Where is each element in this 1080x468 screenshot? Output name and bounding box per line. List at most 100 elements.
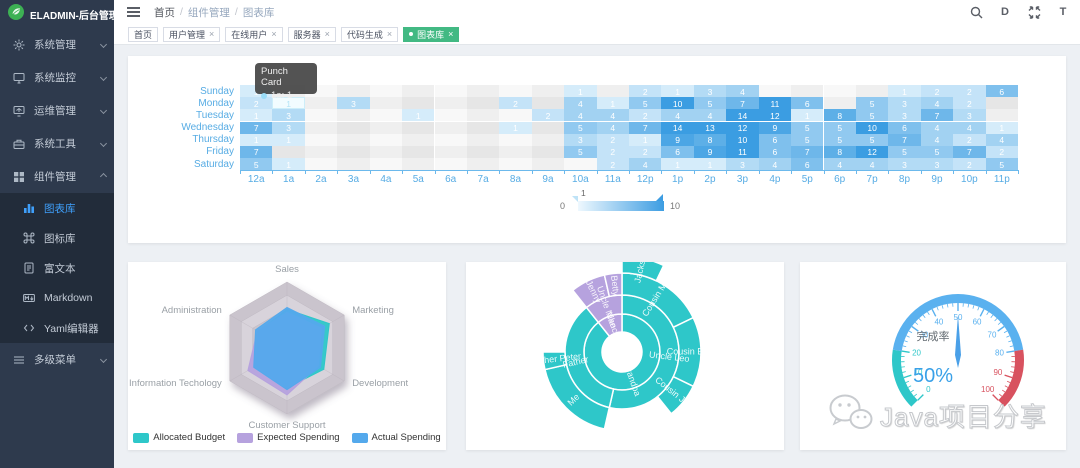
heatmap-cell[interactable] [369, 158, 403, 171]
heatmap-cell[interactable]: 1 [272, 97, 305, 110]
heatmap-cell[interactable] [402, 85, 435, 98]
heatmap-cell[interactable] [531, 133, 565, 146]
sidebar-item-components[interactable]: 组件管理 [0, 160, 114, 193]
heatmap-cell[interactable] [466, 145, 500, 159]
heatmap-cell[interactable]: 6 [985, 85, 1018, 98]
heatmap-cell[interactable] [791, 85, 824, 98]
heatmap-cell[interactable]: 1 [888, 85, 921, 98]
sunburst-segment-cousin-betty[interactable] [603, 272, 623, 298]
heatmap-cell[interactable] [466, 158, 500, 171]
radar-chart[interactable]: Sales Marketing Development Customer Suppor… [128, 262, 446, 432]
legend-item[interactable]: Expected Spending [237, 432, 340, 443]
heatmap-cell[interactable]: 5 [791, 121, 824, 134]
heatmap-cell[interactable]: 4 [953, 121, 986, 134]
heatmap-cell[interactable] [434, 97, 467, 110]
heatmap-cell[interactable]: 5 [855, 133, 889, 146]
heatmap-cell[interactable]: 3 [272, 121, 305, 134]
heatmap-cell[interactable]: 9 [661, 133, 694, 146]
heatmap-cell[interactable]: 5 [823, 133, 856, 146]
heatmap-cell[interactable]: 13 [693, 121, 727, 134]
heatmap-cell[interactable] [304, 133, 338, 146]
heatmap-cell[interactable]: 1 [499, 121, 532, 134]
heatmap-cell[interactable] [758, 85, 792, 98]
heatmap-cell[interactable]: 2 [531, 109, 565, 122]
tab-代码生成[interactable]: 代码生成 × [340, 26, 399, 42]
heatmap-cell[interactable]: 3 [564, 133, 597, 146]
heatmap-cell[interactable]: 7 [726, 97, 759, 110]
heatmap-cell[interactable] [466, 85, 500, 98]
heatmap-cell[interactable]: 6 [661, 145, 694, 159]
heatmap-cell[interactable]: 2 [985, 145, 1018, 159]
heatmap-cell[interactable] [855, 85, 889, 98]
heatmap-cell[interactable]: 2 [596, 158, 629, 171]
heatmap-cell[interactable]: 2 [596, 145, 629, 159]
heatmap-cell[interactable]: 12 [758, 109, 792, 122]
heatmap-cell[interactable] [369, 85, 403, 98]
heatmap-cell[interactable]: 2 [953, 85, 986, 98]
heatmap-cell[interactable]: 4 [726, 85, 759, 98]
heatmap-cell[interactable]: 7 [888, 133, 921, 146]
heatmap-cell[interactable]: 2 [920, 85, 954, 98]
heatmap-cell[interactable] [369, 97, 403, 110]
heatmap-cell[interactable]: 4 [693, 109, 727, 122]
heatmap-cell[interactable] [499, 133, 532, 146]
heatmap-cell[interactable]: 5 [823, 121, 856, 134]
heatmap-cell[interactable] [466, 109, 500, 122]
heatmap-cell[interactable] [823, 85, 856, 98]
heatmap-cell[interactable]: 4 [629, 158, 662, 171]
heatmap-cell[interactable] [434, 158, 467, 171]
heatmap-cell[interactable] [466, 121, 500, 134]
heatmap-cell[interactable] [564, 158, 597, 171]
heatmap-cell[interactable]: 3 [337, 97, 370, 110]
heatmap-cell[interactable]: 1 [596, 97, 629, 110]
heatmap-cell[interactable] [304, 97, 338, 110]
breadcrumb-item[interactable]: 组件管理 [187, 6, 230, 19]
tab-图表库[interactable]: 图表库 × [403, 26, 460, 42]
heatmap-cell[interactable]: 2 [596, 133, 629, 146]
sidebar-item-monitor[interactable]: 系统监控 [0, 61, 114, 94]
heatmap-cell[interactable]: 11 [758, 97, 792, 110]
heatmap-cell[interactable]: 2 [240, 97, 273, 110]
sidebar-item-system[interactable]: 系统管理 [0, 28, 114, 61]
heatmap-cell[interactable]: 11 [726, 145, 759, 159]
heatmap-cell[interactable]: 14 [661, 121, 694, 134]
heatmap-cell[interactable]: 5 [240, 158, 273, 171]
heatmap-cell[interactable]: 5 [920, 145, 954, 159]
heatmap-cell[interactable]: 2 [953, 133, 986, 146]
heatmap-cell[interactable]: 12 [855, 145, 889, 159]
punch-card-heatmap[interactable]: 1121341226213241510571165342131244244141… [128, 56, 1066, 243]
heatmap-cell[interactable]: 2 [499, 97, 532, 110]
heatmap-cell[interactable] [499, 85, 532, 98]
heatmap-cell[interactable]: 6 [758, 133, 792, 146]
heatmap-cell[interactable]: 9 [758, 121, 792, 134]
heatmap-cell[interactable]: 7 [240, 145, 273, 159]
breadcrumb-item[interactable]: 首页 [154, 6, 175, 19]
sidebar-item-multi-menu[interactable]: 多级菜单 [0, 343, 114, 376]
close-icon[interactable]: × [324, 28, 330, 39]
legend-item[interactable]: Allocated Budget [133, 432, 225, 443]
heatmap-cell[interactable] [531, 121, 565, 134]
heatmap-cell[interactable]: 1 [240, 109, 273, 122]
tab-服务器[interactable]: 服务器 × [287, 26, 336, 42]
tab-用户管理[interactable]: 用户管理 × [163, 26, 221, 42]
sidebar-item-icons-lib[interactable]: 图标库 [0, 223, 114, 253]
app-logo[interactable]: ELADMIN-后台管理 [0, 0, 119, 28]
heatmap-cell[interactable]: 1 [564, 85, 597, 98]
heatmap-cell[interactable] [434, 145, 467, 159]
heatmap-cell[interactable]: 5 [564, 145, 597, 159]
heatmap-cell[interactable]: 2 [629, 85, 662, 98]
heatmap-cell[interactable]: 6 [791, 158, 824, 171]
heatmap-cell[interactable]: 4 [564, 97, 597, 110]
close-icon[interactable]: × [209, 28, 215, 39]
heatmap-cell[interactable] [402, 158, 435, 171]
heatmap-cell[interactable]: 2 [953, 97, 986, 110]
heatmap-cell[interactable]: 1 [629, 133, 662, 146]
heatmap-cell[interactable] [434, 85, 467, 98]
heatmap-cell[interactable]: 5 [888, 145, 921, 159]
heatmap-cell[interactable] [402, 145, 435, 159]
heatmap-cell[interactable] [823, 97, 856, 110]
heatmap-cell[interactable] [337, 109, 370, 122]
heatmap-cell[interactable]: 1 [661, 85, 694, 98]
heatmap-cell[interactable]: 4 [758, 158, 792, 171]
